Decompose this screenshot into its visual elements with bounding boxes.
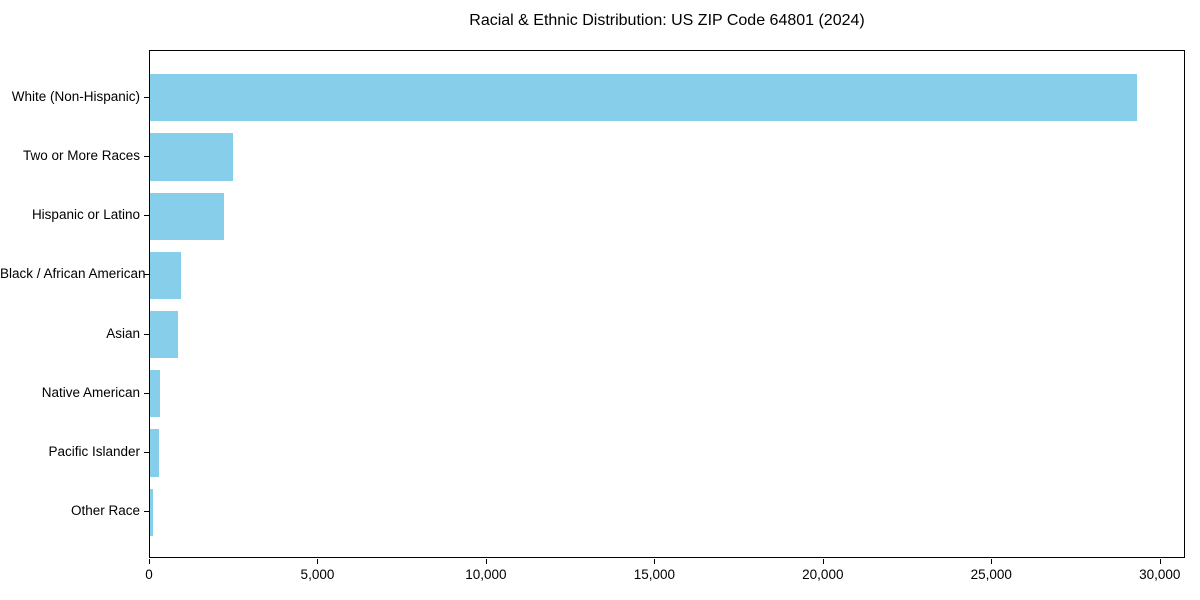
y-tick-label: Asian <box>106 325 140 341</box>
bar-other-race <box>150 488 153 536</box>
y-tick-label: Other Race <box>70 503 140 519</box>
x-tick-mark <box>654 559 656 564</box>
x-tick-label: 15,000 <box>633 567 676 582</box>
x-tick-label: 5,000 <box>300 567 335 582</box>
bar-pacific-islander <box>150 429 160 477</box>
x-tick-label: 25,000 <box>970 567 1012 582</box>
bar-native-american <box>150 370 161 418</box>
x-tick-label: 30,000 <box>1139 567 1181 582</box>
x-tick-mark <box>1159 559 1161 564</box>
x-tick-label: 10,000 <box>465 567 507 582</box>
x-tick-mark <box>317 559 319 564</box>
x-tick-mark <box>991 559 993 564</box>
y-tick-label: Native American <box>41 384 140 400</box>
bar-two-or-more-races <box>150 133 233 181</box>
chart-title: Racial & Ethnic Distribution: US ZIP Cod… <box>469 12 865 29</box>
x-tick-label: 0 <box>145 567 153 582</box>
plot-area <box>149 50 1185 558</box>
y-tick-label: White (Non-Hispanic) <box>11 88 140 104</box>
y-tick-label: Two or More Races <box>22 147 140 163</box>
y-tick-label: Hispanic or Latino <box>31 207 140 223</box>
y-tick-label: Black / African American <box>0 266 146 282</box>
bar-asian <box>150 310 178 359</box>
bar-hispanic-or-latino <box>150 192 225 240</box>
bar-black-african-american <box>150 251 181 300</box>
y-tick-label: Pacific Islander <box>48 444 140 460</box>
bar-white-non-hispanic <box>150 74 1138 122</box>
x-tick-mark <box>485 559 487 564</box>
x-tick-mark <box>149 559 150 564</box>
x-tick-mark <box>822 559 824 564</box>
x-tick-label: 20,000 <box>802 567 844 582</box>
